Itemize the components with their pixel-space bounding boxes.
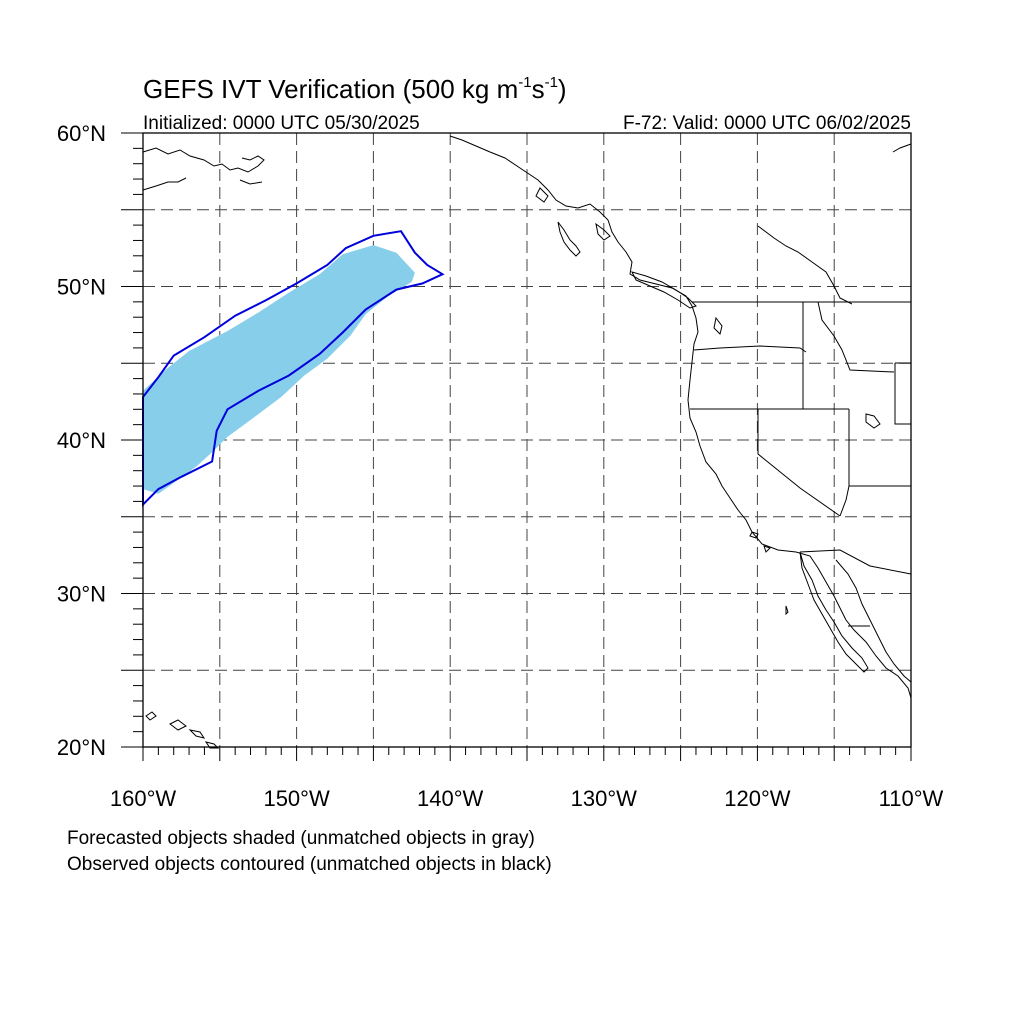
lon-tick-label: 130°W: [571, 786, 638, 811]
lat-tick-label: 20°N: [57, 735, 106, 760]
wy-border: [894, 362, 911, 425]
observed-object-contour: [142, 230, 445, 507]
baja-peninsula: [799, 551, 869, 673]
lon-tick-label: 160°W: [110, 786, 177, 811]
lat-tick-label: 60°N: [57, 121, 106, 146]
map-plot-area: 160°W 150°W 140°W 130°W 120°W 110°W 20°N 30°N 40…: [57, 121, 944, 811]
footer-forecast-note: Forecasted objects shaded (unmatched obj…: [67, 828, 535, 849]
gulf-of-california-coast: [835, 559, 912, 683]
lon-tick-label: 120°W: [724, 786, 791, 811]
vancouver-island: [631, 271, 697, 309]
hawaii-island-3: [188, 729, 206, 739]
north-america-coastline: [449, 135, 912, 699]
hawaii-island-2: [169, 719, 187, 731]
lat-tick-label: 30°N: [57, 582, 106, 607]
graticule-grid: [143, 133, 911, 747]
hawaii-island-4: [204, 741, 220, 749]
subtitle-initialized: Initialized: 0000 UTC 05/30/2025: [143, 113, 420, 134]
coastlines-and-borders: [142, 135, 912, 749]
footer-observed-note: Observed objects contoured (unmatched ob…: [67, 854, 552, 875]
subtitle-valid-time: F-72: Valid: 0000 UTC 06/02/2025: [623, 113, 911, 134]
great-salt-lake: [865, 413, 881, 429]
figure-title: GEFS IVT Verification (500 kg m-1s-1): [143, 74, 567, 104]
az-border: [839, 485, 850, 517]
lon-tick-label: 140°W: [417, 786, 484, 811]
us-mexico-border: [799, 549, 912, 575]
id-mt-border: [817, 301, 895, 373]
ca-nv-border: [757, 409, 841, 517]
wa-or-border: [693, 345, 807, 353]
lon-tick-label: 110°W: [879, 786, 944, 811]
axis-ticks: [121, 132, 912, 761]
lat-tick-label: 50°N: [57, 275, 106, 300]
alaska-fragment: [142, 147, 265, 173]
hawaii-island-1: [145, 711, 157, 721]
lon-tick-label: 150°W: [263, 786, 330, 811]
haida-gwaii: [557, 221, 581, 257]
axis-labels: 160°W 150°W 140°W 130°W 120°W 110°W 20°N 30°N 40…: [57, 121, 944, 811]
forecast-object-shaded: [143, 245, 415, 494]
lat-tick-label: 40°N: [57, 428, 106, 453]
